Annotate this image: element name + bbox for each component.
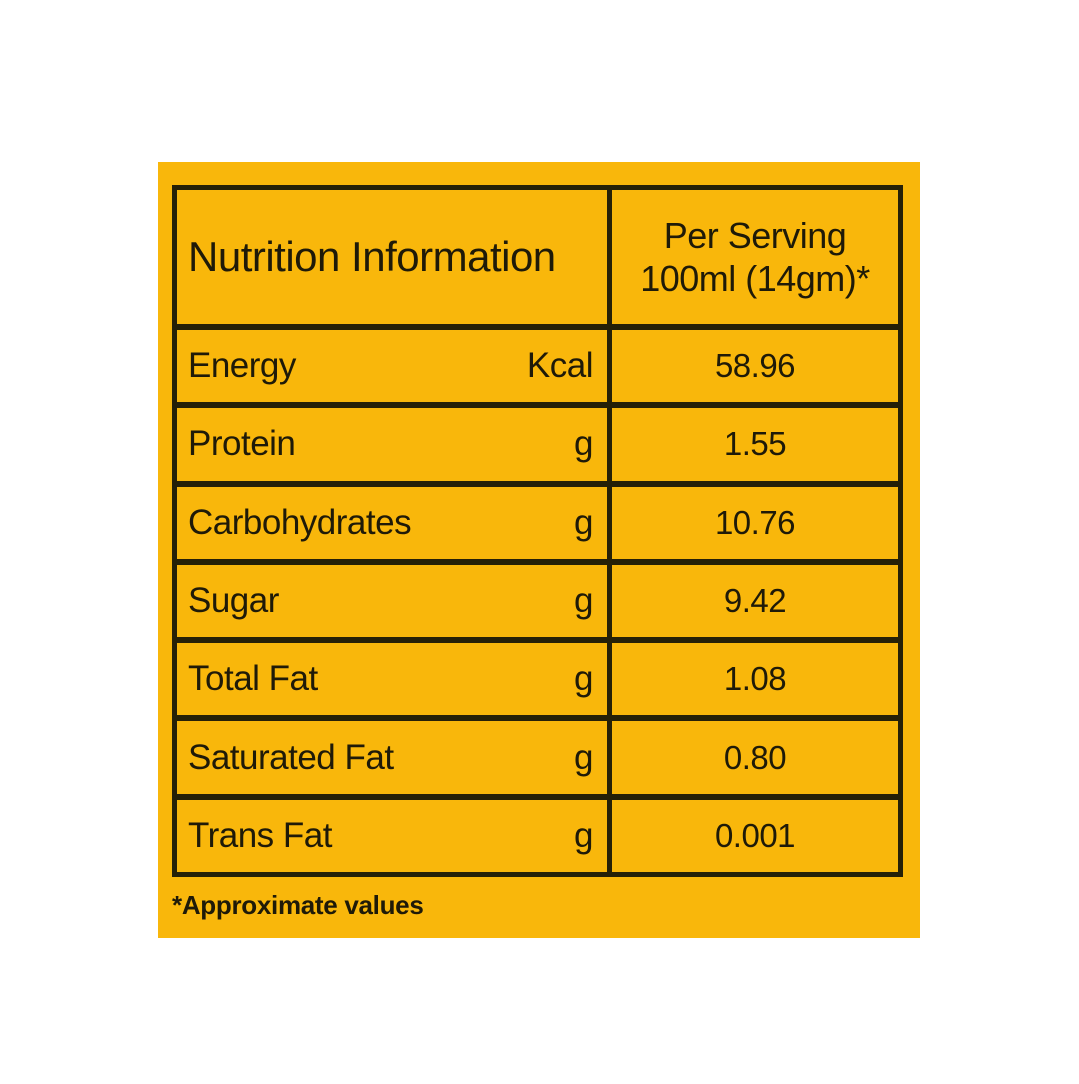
nutrient-label: Sugar [188,580,279,620]
nutrient-cell: Trans Fat g [177,799,612,872]
value-cell: 1.08 [612,643,898,715]
nutrient-label: Carbohydrates [188,502,412,542]
nutrient-cell: Carbohydrates g [177,486,612,559]
table-title: Nutrition Information [188,233,556,280]
header-serving-cell: Per Serving 100ml (14gm)* [612,190,898,324]
table-header-row: Nutrition Information Per Serving 100ml … [177,190,898,330]
nutrition-table: Nutrition Information Per Serving 100ml … [172,185,903,877]
nutrient-value: 58.96 [714,347,796,385]
footnote: *Approximate values [172,890,424,920]
nutrient-cell: Energy Kcal [177,330,612,403]
per-serving-line2: 100ml (14gm)* [640,258,870,299]
table-row: Saturated Fat g 0.80 [177,721,898,800]
table-row: Trans Fat g 0.001 [177,799,898,872]
table-row: Sugar g 9.42 [177,564,898,644]
header-title-cell: Nutrition Information [177,190,612,324]
nutrient-value: 10.76 [714,503,796,541]
value-cell: 0.80 [612,721,898,793]
table-row: Carbohydrates g 10.76 [177,486,898,565]
per-serving-line1: Per Serving [663,214,847,256]
nutrition-label-panel: Nutrition Information Per Serving 100ml … [158,162,920,938]
nutrient-value: 0.80 [723,738,787,776]
table-row: Energy Kcal 58.96 [177,330,898,409]
nutrient-unit: g [574,659,593,699]
value-cell: 9.42 [612,565,898,637]
nutrient-label: Protein [188,424,296,464]
nutrient-unit: g [574,580,593,620]
table-row: Total Fat g 1.08 [177,643,898,722]
nutrient-cell: Protein g [177,408,612,481]
nutrient-label: Total Fat [188,659,318,699]
nutrient-label: Trans Fat [188,815,332,855]
value-cell: 1.55 [612,408,898,480]
nutrient-cell: Total Fat g [177,643,612,716]
nutrient-label: Energy [188,346,296,386]
nutrient-cell: Sugar g [177,564,612,638]
nutrient-cell: Saturated Fat g [177,721,612,794]
nutrient-value: 1.55 [723,425,787,463]
nutrient-unit: g [574,737,593,777]
nutrient-unit: Kcal [526,346,594,386]
nutrient-label: Saturated Fat [188,737,394,777]
nutrient-unit: g [574,502,593,542]
value-cell: 0.001 [612,800,898,872]
table-row: Protein g 1.55 [177,408,898,487]
nutrient-unit: g [574,424,593,464]
nutrient-value: 9.42 [723,581,787,619]
value-cell: 10.76 [612,487,898,559]
value-cell: 58.96 [612,330,898,402]
nutrient-value: 0.001 [714,816,796,854]
nutrient-value: 1.08 [723,660,787,698]
nutrient-unit: g [574,815,593,855]
